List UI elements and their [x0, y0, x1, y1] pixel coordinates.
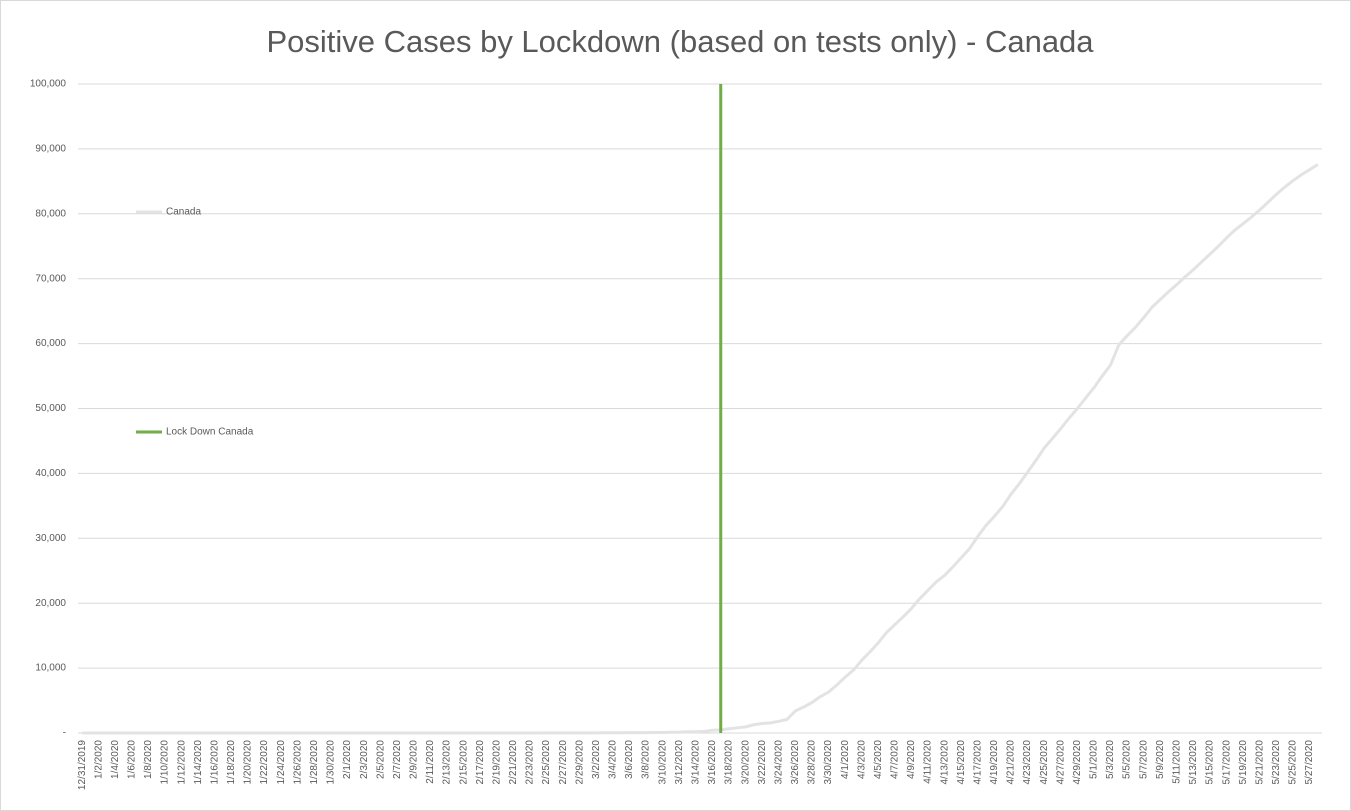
x-tick-label: 2/17/2020	[475, 740, 486, 785]
x-tick-label: 1/8/2020	[143, 740, 154, 779]
x-tick-label: 2/3/2020	[359, 740, 370, 779]
x-tick-label: 5/19/2020	[1238, 740, 1249, 785]
y-tick-label: 30,000	[35, 533, 66, 544]
x-tick-label: 4/1/2020	[840, 740, 851, 779]
x-tick-label: 3/4/2020	[608, 740, 619, 779]
x-tick-label: 3/16/2020	[707, 740, 718, 785]
x-tick-label: 5/13/2020	[1188, 740, 1199, 785]
y-tick-label: 60,000	[35, 338, 66, 349]
x-tick-label: 2/15/2020	[458, 740, 469, 785]
x-tick-label: 2/25/2020	[541, 740, 552, 785]
x-tick-label: 4/21/2020	[1006, 740, 1017, 785]
x-tick-label: 1/30/2020	[326, 740, 337, 785]
x-tick-label: 4/13/2020	[939, 740, 950, 785]
y-tick-label: 90,000	[35, 144, 66, 155]
x-tick-label: 4/5/2020	[873, 740, 884, 779]
x-tick-label: 2/23/2020	[525, 740, 536, 785]
x-tick-label: 1/20/2020	[243, 740, 254, 785]
y-tick-label: 50,000	[35, 403, 66, 414]
x-tick-label: 4/3/2020	[856, 740, 867, 779]
x-tick-label: 3/2/2020	[591, 740, 602, 779]
x-tick-label: 1/22/2020	[259, 740, 270, 785]
x-tick-label: 1/24/2020	[276, 740, 287, 785]
x-tick-label: 3/10/2020	[657, 740, 668, 785]
x-tick-label: 2/7/2020	[392, 740, 403, 779]
x-tick-label: 4/7/2020	[890, 740, 901, 779]
x-tick-label: 4/25/2020	[1039, 740, 1050, 785]
x-tick-label: 4/23/2020	[1022, 740, 1033, 785]
x-tick-label: 5/3/2020	[1105, 740, 1116, 779]
x-tick-label: 4/17/2020	[972, 740, 983, 785]
y-tick-label: 40,000	[35, 468, 66, 479]
legend-label: Lock Down Canada	[166, 427, 254, 438]
x-tick-label: 4/19/2020	[989, 740, 1000, 785]
x-tick-label: 3/6/2020	[624, 740, 635, 779]
x-tick-label: 2/29/2020	[574, 740, 585, 785]
x-tick-label: 3/14/2020	[690, 740, 701, 785]
x-tick-label: 5/9/2020	[1155, 740, 1166, 779]
x-tick-label: 1/28/2020	[309, 740, 320, 785]
x-tick-label: 1/26/2020	[292, 740, 303, 785]
x-tick-label: 4/27/2020	[1055, 740, 1066, 785]
x-tick-label: 4/9/2020	[906, 740, 917, 779]
x-tick-label: 3/12/2020	[674, 740, 685, 785]
y-tick-label: 70,000	[35, 273, 66, 284]
x-tick-label: 2/11/2020	[425, 740, 436, 784]
x-tick-label: 2/1/2020	[342, 740, 353, 779]
x-tick-label: 5/21/2020	[1254, 740, 1265, 785]
x-tick-label: 5/5/2020	[1122, 740, 1133, 779]
x-tick-label: 2/5/2020	[375, 740, 386, 779]
x-tick-label: 1/18/2020	[226, 740, 237, 785]
legend-label: Canada	[166, 207, 201, 218]
x-tick-label: 1/6/2020	[127, 740, 138, 779]
x-tick-label: 3/28/2020	[807, 740, 818, 785]
x-tick-label: 5/1/2020	[1089, 740, 1100, 779]
x-tick-label: 1/14/2020	[193, 740, 204, 785]
x-tick-label: 4/15/2020	[956, 740, 967, 785]
x-tick-label: 5/25/2020	[1288, 740, 1299, 785]
x-tick-label: 1/4/2020	[110, 740, 121, 779]
x-tick-label: 1/2/2020	[93, 740, 104, 779]
y-tick-label: -	[63, 728, 66, 739]
x-tick-label: 5/23/2020	[1271, 740, 1282, 785]
x-tick-label: 2/9/2020	[409, 740, 420, 779]
chart-title: Positive Cases by Lockdown (based on tes…	[266, 24, 1094, 59]
x-tick-label: 1/10/2020	[160, 740, 171, 785]
y-tick-label: 20,000	[35, 598, 66, 609]
x-tick-label: 4/29/2020	[1072, 740, 1083, 785]
x-tick-label: 4/11/2020	[923, 740, 934, 784]
x-tick-label: 2/21/2020	[508, 740, 519, 785]
x-tick-label: 2/27/2020	[558, 740, 569, 785]
x-tick-label: 1/12/2020	[176, 740, 187, 785]
x-tick-label: 3/26/2020	[790, 740, 801, 785]
x-tick-label: 5/11/2020	[1172, 740, 1183, 784]
x-tick-label: 3/22/2020	[757, 740, 768, 785]
x-tick-label: 1/16/2020	[209, 740, 220, 785]
x-tick-label: 3/20/2020	[740, 740, 751, 785]
x-tick-label: 5/17/2020	[1221, 740, 1232, 785]
x-tick-label: 3/8/2020	[641, 740, 652, 779]
x-tick-label: 2/19/2020	[491, 740, 502, 785]
series-line	[82, 163, 1319, 735]
x-tick-label: 12/31/2019	[77, 740, 88, 790]
x-tick-label: 2/13/2020	[442, 740, 453, 785]
y-tick-label: 80,000	[35, 208, 66, 219]
lockdown-bar	[719, 84, 723, 733]
y-tick-label: 100,000	[30, 79, 67, 90]
x-tick-label: 3/30/2020	[823, 740, 834, 785]
y-tick-label: 10,000	[35, 663, 66, 674]
x-tick-label: 5/27/2020	[1304, 740, 1315, 785]
x-tick-label: 5/15/2020	[1205, 740, 1216, 785]
x-tick-label: 3/24/2020	[773, 740, 784, 785]
x-tick-label: 3/18/2020	[724, 740, 735, 785]
x-tick-label: 5/7/2020	[1138, 740, 1149, 779]
